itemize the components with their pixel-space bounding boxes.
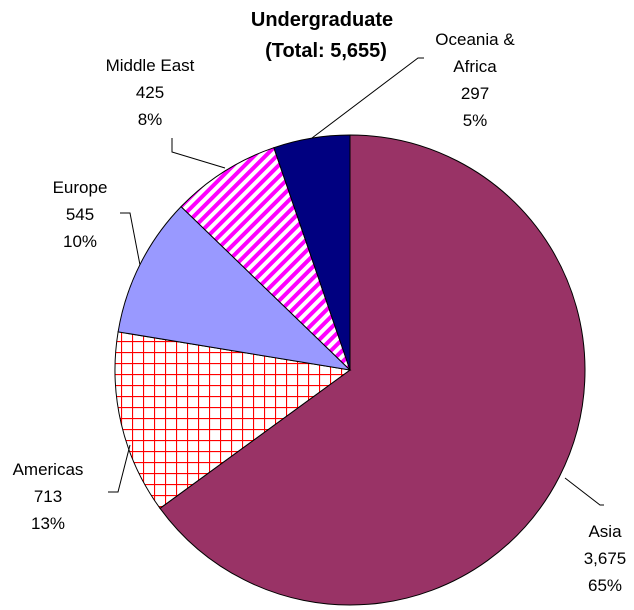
value-label: 3,675 [583, 549, 627, 568]
pie-slice [180, 147, 351, 371]
value-label: 545 [65, 205, 95, 224]
leader-line [564, 477, 604, 506]
value-label: 425 [135, 83, 165, 102]
value-label: 713 [33, 487, 63, 506]
percent-label: 10% [62, 232, 98, 251]
percent-label: 5% [462, 111, 488, 130]
data-label: Oceania & Africa 297 5% [415, 26, 535, 134]
value-label: 297 [460, 84, 490, 103]
leader-line [108, 444, 131, 493]
percent-label: 8% [137, 110, 163, 129]
data-label: Middle East 425 8% [95, 52, 205, 133]
pie-slice [114, 331, 352, 509]
percent-label: 13% [30, 514, 66, 533]
leader-line [311, 57, 424, 139]
leader-line [171, 138, 226, 169]
pie-slice [273, 134, 351, 371]
chart-title: Undergraduate [251, 9, 393, 31]
data-label: Europe 545 10% [30, 174, 130, 255]
percent-label: 65% [587, 576, 623, 595]
category-label: Europe [52, 178, 108, 197]
pie-slice [159, 134, 586, 606]
category-label: Middle East [105, 56, 195, 75]
leader-line [120, 212, 141, 266]
category-label: Oceania & Africa [435, 30, 515, 76]
chart-subtitle: (Total: 5,655) [265, 40, 387, 62]
leader-lines [108, 57, 604, 506]
data-label: Americas 713 13% [0, 456, 96, 537]
category-label: Asia [588, 522, 622, 541]
data-label: Asia 3,675 65% [555, 518, 634, 599]
category-label: Americas [12, 460, 84, 479]
